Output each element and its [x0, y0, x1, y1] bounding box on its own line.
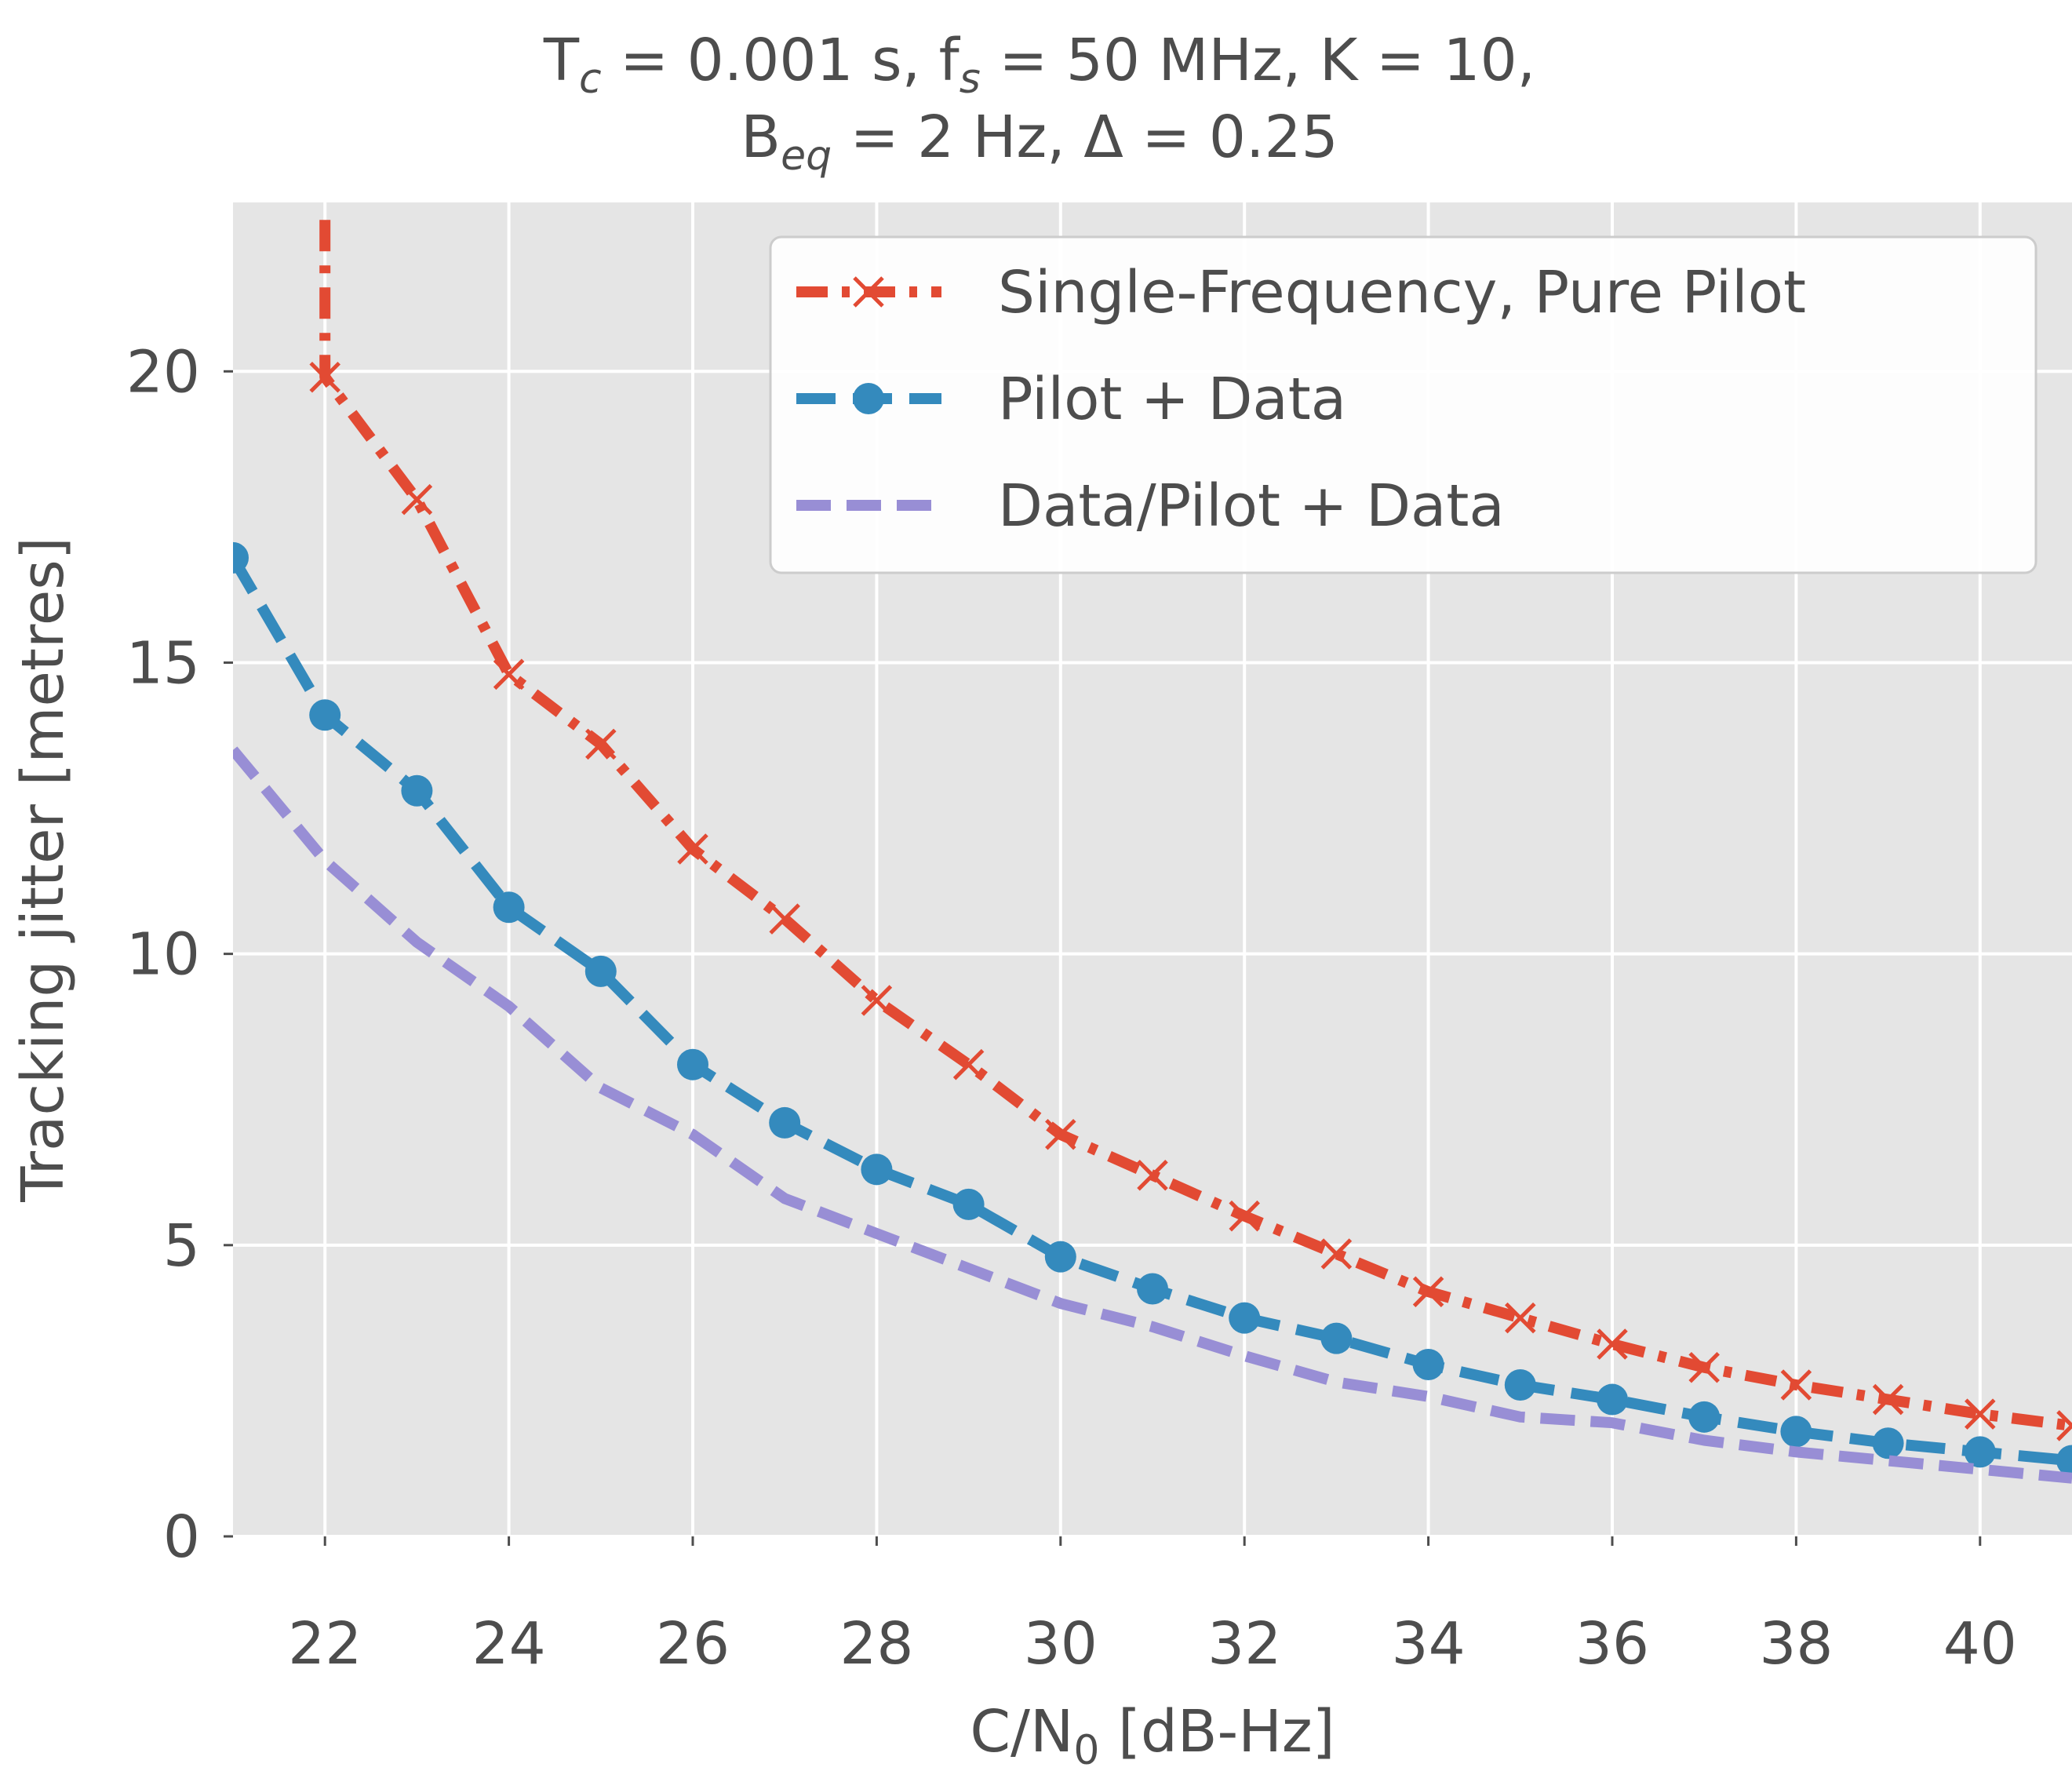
- legend-marker-pilot-data: [853, 383, 884, 414]
- y-tick-label: 15: [126, 629, 200, 697]
- chart-title-line2: Beq = 2 Hz, Δ = 0.25: [741, 104, 1338, 180]
- x-axis-label: C/N0 [dB-Hz]: [970, 1698, 1335, 1771]
- x-tick-label: 34: [1392, 1610, 1466, 1678]
- data-point-pilot-data: [769, 1106, 801, 1139]
- data-point-pilot-data: [309, 699, 341, 731]
- data-point-single-frequency-pure-pilot: [2056, 1423, 2072, 1441]
- data-point-single-frequency-pure-pilot: [1320, 1238, 1353, 1270]
- series-data-pilot-data: [233, 746, 2072, 1484]
- x-tick-label: 36: [1575, 1610, 1649, 1678]
- data-point-single-frequency-pure-pilot: [861, 985, 893, 1016]
- data-point-pilot-data: [2056, 1445, 2072, 1477]
- data-point-pilot-data: [677, 1048, 708, 1080]
- data-point-single-frequency-pure-pilot: [769, 903, 800, 935]
- data-point-single-frequency-pure-pilot: [585, 728, 617, 760]
- data-point-single-frequency-pure-pilot: [1688, 1351, 1720, 1383]
- legend-label-pilot-data: Pilot + Data: [998, 366, 1346, 433]
- data-point-pilot-data: [493, 891, 525, 924]
- data-point-pilot-data: [1412, 1349, 1444, 1381]
- y-tick-label: 10: [126, 921, 200, 989]
- series-line-data-pilot-data: [233, 746, 2072, 1484]
- data-point-pilot-data: [1229, 1302, 1261, 1334]
- data-point-pilot-data: [1872, 1427, 1904, 1459]
- x-tick-label: 28: [839, 1610, 913, 1678]
- legend-marker-single-frequency-pure-pilot: [853, 276, 884, 308]
- data-point-single-frequency-pure-pilot: [1229, 1200, 1260, 1232]
- data-point-single-frequency-pure-pilot: [1505, 1302, 1536, 1334]
- legend-handles: [796, 276, 941, 511]
- data-point-single-frequency-pure-pilot: [1412, 1276, 1444, 1307]
- data-point-pilot-data: [1137, 1273, 1168, 1305]
- x-tick-label: 30: [1024, 1610, 1098, 1678]
- data-point-pilot-data: [1044, 1241, 1076, 1273]
- data-point-single-frequency-pure-pilot: [677, 833, 708, 865]
- data-point-single-frequency-pure-pilot: [1780, 1369, 1812, 1401]
- x-tick-label: 40: [1943, 1610, 2017, 1678]
- series-single-frequency-pure-pilot: [309, 220, 2072, 1441]
- data-point-pilot-data: [952, 1188, 985, 1220]
- data-point-single-frequency-pure-pilot: [1965, 1398, 1996, 1430]
- y-tick-label: 5: [163, 1212, 200, 1280]
- x-tick-label: 32: [1207, 1610, 1281, 1678]
- ticks: 22 24 26 28 30 32 34 36 38 40 0 5 10 15 20: [126, 338, 2017, 1678]
- x-tick-label: 24: [472, 1610, 546, 1678]
- legend-label-single-frequency: Single-Frequency, Pure Pilot: [998, 259, 1806, 326]
- plot-lines: [233, 220, 2072, 1484]
- data-point-single-frequency-pure-pilot: [401, 483, 433, 516]
- data-point-pilot-data: [1964, 1436, 1996, 1468]
- data-point-single-frequency-pure-pilot: [952, 1048, 985, 1080]
- data-point-single-frequency-pure-pilot: [1137, 1159, 1168, 1191]
- data-point-single-frequency-pure-pilot: [309, 361, 340, 393]
- y-tick-label: 0: [163, 1503, 200, 1571]
- data-point-pilot-data: [1504, 1368, 1536, 1401]
- data-point-pilot-data: [1597, 1383, 1628, 1416]
- legend-label-data-pilot-data: Data/Pilot + Data: [998, 472, 1505, 540]
- x-tick-label: 26: [656, 1610, 730, 1678]
- y-axis-label: Tracking jitter [metres]: [9, 537, 77, 1202]
- data-point-single-frequency-pure-pilot: [1597, 1328, 1628, 1360]
- data-point-pilot-data: [861, 1153, 893, 1186]
- x-tick-label: 38: [1759, 1610, 1833, 1678]
- data-point-pilot-data: [1688, 1401, 1721, 1433]
- data-point-pilot-data: [1320, 1322, 1353, 1354]
- legend: Single-Frequency, Pure Pilot Pilot + Dat…: [769, 235, 2037, 574]
- data-point-pilot-data: [233, 541, 249, 574]
- data-point-single-frequency-pure-pilot: [1045, 1119, 1076, 1150]
- x-tick-label: 22: [288, 1610, 362, 1678]
- data-point-single-frequency-pure-pilot: [1872, 1383, 1904, 1416]
- y-tick-label: 20: [126, 338, 200, 406]
- chart-title-line1: Tc = 0.001 s, fs = 50 MHz, K = 10,: [543, 27, 1535, 103]
- data-point-single-frequency-pure-pilot: [493, 658, 525, 691]
- data-point-pilot-data: [584, 955, 617, 987]
- series-pilot-data: [233, 541, 2072, 1477]
- data-point-pilot-data: [1780, 1416, 1812, 1448]
- data-point-single-frequency-pure-pilot: [2056, 1410, 2072, 1429]
- legend-box: [769, 235, 2037, 574]
- data-point-pilot-data: [401, 774, 433, 807]
